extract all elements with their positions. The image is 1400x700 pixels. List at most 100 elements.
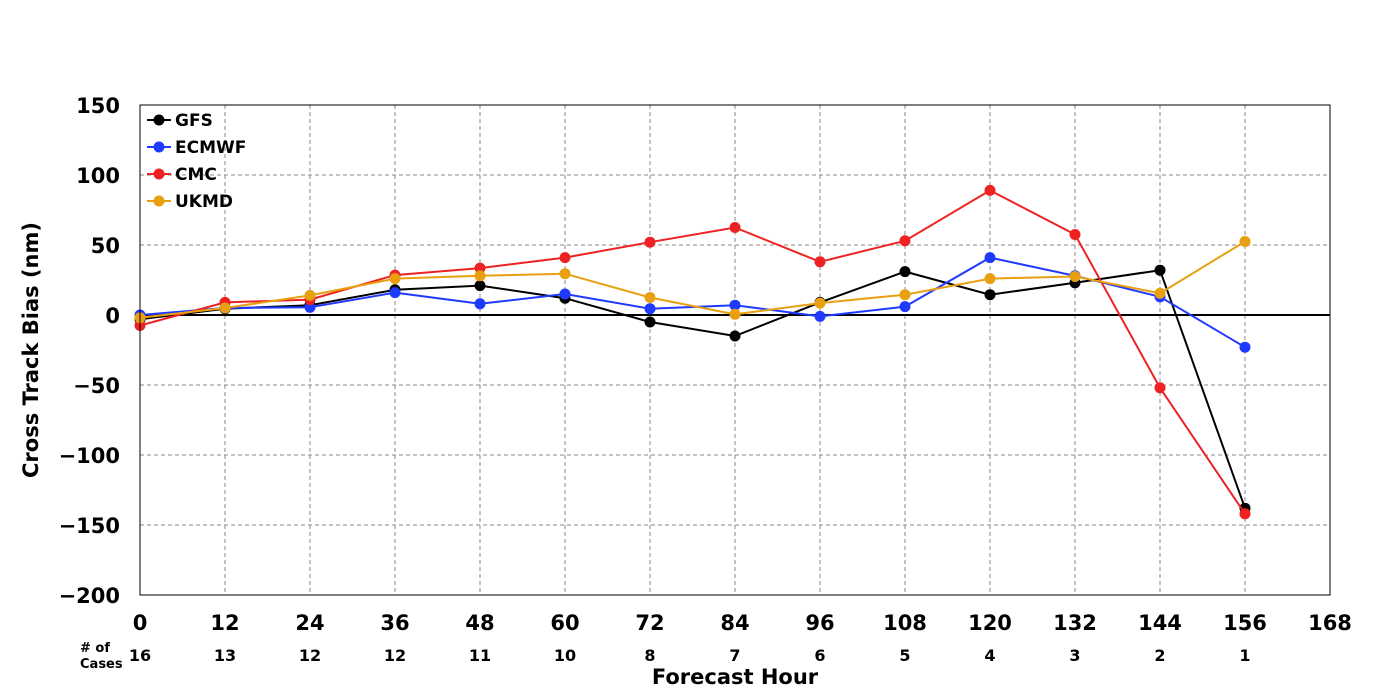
y-tick-label: 50	[91, 234, 120, 258]
legend-swatch-marker	[153, 168, 165, 180]
grid	[140, 105, 1330, 595]
case-count: 8	[644, 646, 655, 665]
y-tick-label: 100	[76, 164, 120, 188]
case-count: 4	[984, 646, 995, 665]
x-tick-label: 0	[133, 611, 148, 635]
case-count: 16	[129, 646, 151, 665]
data-point	[219, 302, 231, 314]
legend-label: GFS	[175, 111, 213, 131]
data-point	[389, 273, 401, 285]
data-point	[984, 273, 996, 285]
series-ecmwf	[134, 252, 1251, 353]
x-tick-labels: 0 12 24 36 48 60 72 84 96 108 120 132 144 156 168	[133, 611, 1352, 635]
y-tick-labels: −200 −150 −100 −50 0 50 100 150	[59, 94, 120, 608]
cases-label-line2: Cases	[80, 657, 123, 672]
case-count: 6	[814, 646, 825, 665]
case-count: 1	[1239, 646, 1250, 665]
case-count: 2	[1154, 646, 1165, 665]
data-point	[899, 235, 911, 247]
series-line	[139, 269, 1246, 509]
case-count: 3	[1069, 646, 1080, 665]
data-point	[559, 252, 571, 264]
series-line	[139, 240, 1246, 319]
data-point	[984, 252, 996, 264]
data-point	[474, 298, 486, 310]
x-tick-label: 24	[295, 611, 324, 635]
legend-swatch-marker	[153, 114, 165, 126]
data-point	[304, 301, 316, 313]
legend-item: UKMD	[147, 192, 233, 212]
legend-swatch-marker	[153, 141, 165, 153]
data-point	[1239, 236, 1251, 247]
data-point	[474, 262, 486, 274]
data-point	[644, 303, 656, 315]
x-tick-label: 168	[1308, 611, 1352, 635]
legend-item: GFS	[147, 111, 213, 131]
legend-swatch-marker	[153, 195, 165, 207]
data-point	[729, 330, 741, 342]
data-point	[474, 280, 486, 292]
y-axis-title: Cross Track Bias (nm)	[19, 222, 43, 478]
data-point	[729, 299, 741, 311]
series-cmc	[134, 184, 1251, 520]
y-tick-label: −100	[59, 444, 120, 468]
x-tick-label: 120	[968, 611, 1012, 635]
case-count: 10	[554, 646, 576, 665]
x-tick-label: 36	[380, 611, 409, 635]
series-line	[139, 256, 1246, 349]
x-tick-label: 108	[883, 611, 927, 635]
x-tick-label: 132	[1053, 611, 1097, 635]
data-point	[1069, 271, 1081, 282]
legend-label: CMC	[175, 165, 217, 185]
x-tick-label: 12	[210, 611, 239, 635]
y-tick-label: 0	[105, 304, 120, 328]
x-axis-title: Forecast Hour	[652, 665, 819, 689]
series-line	[139, 189, 1246, 515]
data-point	[644, 236, 656, 248]
legend-label: ECMWF	[175, 138, 246, 158]
case-count: 12	[384, 646, 406, 665]
data-point	[1154, 264, 1166, 276]
data-point	[1239, 341, 1251, 353]
data-point	[729, 308, 741, 320]
y-tick-label: −150	[59, 514, 120, 538]
data-point	[899, 266, 911, 278]
legend: GFS ECMWF CMC UKMD	[147, 111, 246, 212]
data-point	[644, 292, 656, 303]
data-point	[814, 310, 826, 322]
data-point	[1069, 229, 1081, 240]
x-tick-label: 96	[805, 611, 834, 635]
cases-row: # of Cases 16 13 12 12 11 10 8 7 6 5 4 3 2 1	[80, 641, 1251, 672]
data-point	[389, 287, 401, 299]
series-ukmd	[134, 236, 1251, 324]
y-tick-label: −50	[73, 374, 120, 398]
x-tick-label: 48	[465, 611, 494, 635]
data-point	[984, 184, 996, 196]
data-point	[729, 222, 741, 233]
case-count: 13	[214, 646, 236, 665]
series-layer	[134, 184, 1251, 520]
data-point	[899, 301, 911, 313]
plot-frame	[139, 104, 1331, 596]
case-count: 12	[299, 646, 321, 665]
legend-item: ECMWF	[147, 138, 246, 158]
case-count: 11	[469, 646, 491, 665]
data-point	[304, 289, 316, 301]
x-tick-label: 60	[550, 611, 579, 635]
data-point	[474, 270, 486, 282]
cases-label-line1: # of	[80, 641, 110, 656]
x-tick-label: 84	[720, 611, 749, 635]
data-point	[814, 297, 826, 309]
case-count: 5	[899, 646, 910, 665]
data-point	[1154, 287, 1166, 299]
data-point	[1239, 508, 1251, 520]
x-tick-label: 72	[635, 611, 664, 635]
y-tick-label: 150	[76, 94, 120, 118]
data-point	[899, 289, 911, 301]
series-gfs	[134, 264, 1251, 514]
data-point	[559, 288, 571, 300]
case-count: 7	[729, 646, 740, 665]
legend-item: CMC	[147, 165, 217, 185]
data-point	[559, 268, 571, 280]
